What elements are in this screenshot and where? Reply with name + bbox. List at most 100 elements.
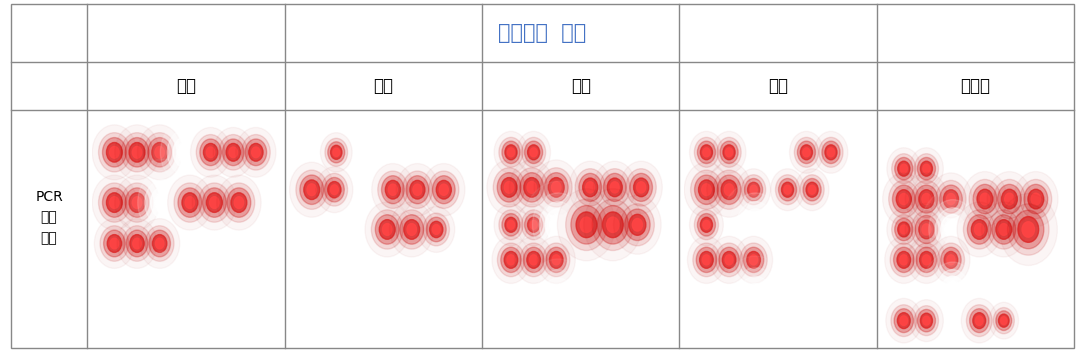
Circle shape: [967, 305, 992, 337]
Circle shape: [152, 143, 167, 162]
Circle shape: [505, 182, 514, 193]
Circle shape: [971, 220, 987, 239]
Circle shape: [1022, 222, 1034, 237]
Circle shape: [920, 161, 932, 176]
Circle shape: [917, 157, 935, 180]
Circle shape: [378, 171, 408, 208]
Circle shape: [794, 137, 818, 167]
Circle shape: [743, 247, 764, 272]
Circle shape: [132, 146, 142, 158]
Circle shape: [523, 181, 593, 268]
Circle shape: [941, 215, 965, 244]
Circle shape: [608, 178, 623, 197]
Circle shape: [126, 230, 148, 257]
Circle shape: [694, 175, 718, 205]
Circle shape: [765, 136, 791, 168]
Circle shape: [529, 220, 537, 229]
Circle shape: [897, 222, 910, 237]
Circle shape: [700, 251, 713, 268]
Circle shape: [922, 224, 931, 235]
Circle shape: [961, 120, 990, 156]
Circle shape: [99, 133, 130, 172]
Circle shape: [725, 255, 733, 265]
Circle shape: [730, 193, 781, 257]
Circle shape: [1024, 184, 1048, 214]
Circle shape: [508, 220, 514, 229]
Circle shape: [524, 141, 542, 164]
Circle shape: [507, 255, 515, 265]
Circle shape: [148, 138, 171, 167]
Circle shape: [529, 148, 537, 157]
Circle shape: [502, 141, 520, 164]
Text: 고풍: 고풍: [571, 77, 590, 95]
Circle shape: [527, 251, 540, 268]
Circle shape: [155, 192, 173, 213]
Circle shape: [600, 169, 629, 206]
Circle shape: [107, 235, 122, 252]
Circle shape: [725, 184, 733, 196]
Circle shape: [895, 218, 912, 241]
Circle shape: [1031, 193, 1041, 205]
Circle shape: [549, 251, 563, 268]
Circle shape: [715, 243, 742, 277]
Circle shape: [132, 238, 141, 249]
Circle shape: [324, 177, 344, 202]
Circle shape: [1000, 317, 1007, 325]
Circle shape: [634, 178, 649, 197]
Circle shape: [396, 210, 427, 249]
Circle shape: [527, 145, 539, 160]
Circle shape: [1008, 204, 1049, 255]
Circle shape: [969, 130, 982, 147]
Circle shape: [380, 220, 395, 239]
Circle shape: [801, 145, 813, 160]
Circle shape: [969, 180, 1000, 219]
Circle shape: [567, 136, 593, 168]
Circle shape: [828, 148, 834, 157]
Circle shape: [915, 215, 937, 244]
Circle shape: [719, 247, 739, 272]
Circle shape: [592, 199, 634, 251]
Circle shape: [737, 276, 775, 323]
Circle shape: [940, 185, 962, 213]
Circle shape: [922, 194, 931, 205]
Circle shape: [328, 182, 341, 198]
Circle shape: [1018, 216, 1038, 242]
Circle shape: [426, 217, 446, 242]
Circle shape: [371, 136, 396, 168]
Circle shape: [562, 129, 600, 176]
Circle shape: [433, 176, 455, 204]
Circle shape: [527, 217, 539, 232]
Circle shape: [436, 180, 451, 199]
Circle shape: [602, 212, 623, 238]
Circle shape: [520, 172, 544, 202]
Circle shape: [430, 221, 443, 238]
Circle shape: [219, 134, 247, 170]
Circle shape: [501, 247, 521, 272]
Circle shape: [231, 193, 246, 212]
Circle shape: [894, 309, 914, 333]
Circle shape: [542, 243, 570, 277]
Circle shape: [245, 139, 267, 166]
Circle shape: [515, 168, 548, 207]
Circle shape: [99, 183, 130, 222]
Circle shape: [980, 193, 990, 205]
Circle shape: [106, 193, 123, 212]
Circle shape: [822, 141, 840, 164]
Circle shape: [123, 226, 152, 261]
Circle shape: [348, 214, 373, 245]
Circle shape: [178, 188, 202, 217]
Circle shape: [915, 154, 939, 184]
Circle shape: [722, 180, 737, 200]
Circle shape: [502, 214, 520, 236]
Circle shape: [501, 177, 518, 197]
Circle shape: [556, 120, 607, 184]
Circle shape: [637, 182, 646, 193]
Circle shape: [328, 142, 345, 163]
Circle shape: [110, 238, 118, 249]
Circle shape: [410, 180, 425, 199]
Text: 금풍: 금풍: [768, 77, 788, 95]
Circle shape: [742, 284, 768, 315]
Circle shape: [352, 284, 370, 306]
Circle shape: [576, 212, 597, 238]
Circle shape: [104, 230, 125, 257]
